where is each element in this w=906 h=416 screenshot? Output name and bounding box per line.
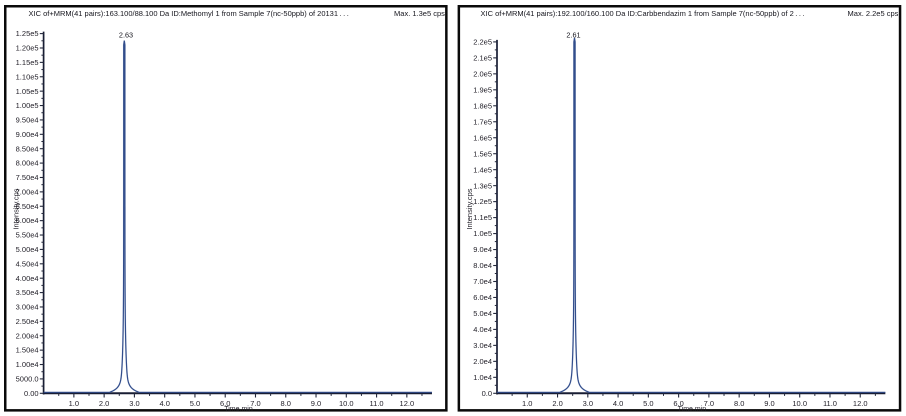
svg-text:7.0e4: 7.0e4 (473, 277, 492, 286)
svg-text:1.00e4: 1.00e4 (16, 360, 39, 369)
svg-text:1.20e5: 1.20e5 (16, 44, 39, 53)
svg-text:2.50e4: 2.50e4 (16, 317, 39, 326)
svg-text:1.3e5: 1.3e5 (473, 181, 492, 190)
svg-text:2.63: 2.63 (119, 31, 133, 40)
svg-text:6.0: 6.0 (673, 399, 683, 408)
svg-text:9.00e4: 9.00e4 (16, 130, 39, 139)
svg-text:1.2e5: 1.2e5 (473, 197, 492, 206)
svg-text:5000.0: 5000.0 (16, 375, 39, 384)
svg-text:Max. 1.3e5 cps.: Max. 1.3e5 cps. (394, 9, 447, 18)
svg-text:Time.min: Time.min (224, 406, 253, 413)
svg-text:XIC of+MRM(41 pairs):192.100/1: XIC of+MRM(41 pairs):192.100/160.100 Da … (481, 9, 805, 18)
svg-text:Intensity.cps: Intensity.cps (12, 188, 21, 229)
svg-text:1.0e5: 1.0e5 (473, 229, 492, 238)
svg-text:4.00e4: 4.00e4 (16, 274, 39, 283)
svg-text:3.0: 3.0 (129, 399, 139, 408)
svg-text:2.0: 2.0 (99, 399, 109, 408)
svg-text:1.25e5: 1.25e5 (16, 29, 39, 38)
svg-text:3.00e4: 3.00e4 (16, 303, 39, 312)
svg-text:4.50e4: 4.50e4 (16, 259, 39, 268)
svg-text:2.0e5: 2.0e5 (473, 69, 492, 78)
svg-text:1.10e5: 1.10e5 (16, 72, 39, 81)
svg-text:2.61: 2.61 (566, 31, 580, 40)
svg-text:7.00e4: 7.00e4 (16, 187, 39, 196)
svg-text:5.50e4: 5.50e4 (16, 231, 39, 240)
svg-text:1.4e5: 1.4e5 (473, 165, 492, 174)
svg-text:1.7e5: 1.7e5 (473, 117, 492, 126)
svg-text:8.0: 8.0 (281, 399, 291, 408)
svg-text:11.0: 11.0 (370, 399, 384, 408)
svg-text:9.0: 9.0 (764, 399, 774, 408)
svg-text:2.0e4: 2.0e4 (473, 357, 492, 366)
svg-text:1.00e5: 1.00e5 (16, 101, 39, 110)
svg-text:1.1e5: 1.1e5 (473, 213, 492, 222)
svg-text:10.0: 10.0 (792, 399, 807, 408)
svg-text:3.0e4: 3.0e4 (473, 341, 492, 350)
svg-text:3.50e4: 3.50e4 (16, 288, 39, 297)
svg-text:2.1e5: 2.1e5 (473, 53, 492, 62)
svg-text:9.0: 9.0 (311, 399, 321, 408)
svg-text:5.00e4: 5.00e4 (16, 245, 39, 254)
svg-text:Intensity.cps: Intensity.cps (465, 188, 474, 229)
svg-text:2.0: 2.0 (552, 399, 562, 408)
svg-text:2.00e4: 2.00e4 (16, 331, 39, 340)
svg-text:12.0: 12.0 (853, 399, 868, 408)
svg-text:0.00: 0.00 (24, 389, 39, 398)
svg-text:1.8e5: 1.8e5 (473, 101, 492, 110)
svg-text:6.0: 6.0 (220, 399, 230, 408)
svg-text:1.0: 1.0 (69, 399, 79, 408)
svg-text:8.0e4: 8.0e4 (473, 261, 492, 270)
svg-text:5.0e4: 5.0e4 (473, 309, 492, 318)
svg-text:9.0e4: 9.0e4 (473, 245, 492, 254)
svg-text:6.50e4: 6.50e4 (16, 202, 39, 211)
svg-text:3.0: 3.0 (583, 399, 593, 408)
svg-text:Time.min: Time.min (678, 406, 707, 413)
svg-text:1.50e4: 1.50e4 (16, 346, 39, 355)
svg-text:1.0: 1.0 (522, 399, 532, 408)
svg-text:4.0: 4.0 (159, 399, 169, 408)
svg-text:8.00e4: 8.00e4 (16, 159, 39, 168)
svg-text:4.0: 4.0 (613, 399, 623, 408)
svg-text:1.5e5: 1.5e5 (473, 149, 492, 158)
svg-text:8.0: 8.0 (734, 399, 744, 408)
svg-text:4.0e4: 4.0e4 (473, 325, 492, 334)
svg-text:2.2e5: 2.2e5 (473, 38, 492, 47)
svg-text:1.9e5: 1.9e5 (473, 85, 492, 94)
svg-text:7.50e4: 7.50e4 (16, 173, 39, 182)
svg-text:5.0: 5.0 (190, 399, 200, 408)
svg-text:0.0: 0.0 (482, 389, 492, 398)
svg-text:1.0e4: 1.0e4 (473, 373, 492, 382)
svg-text:6.00e4: 6.00e4 (16, 216, 39, 225)
svg-text:7.0: 7.0 (250, 399, 260, 408)
svg-text:1.05e5: 1.05e5 (16, 87, 39, 96)
svg-text:XIC of+MRM(41 pairs):163.100/8: XIC of+MRM(41 pairs):163.100/88.100 Da I… (29, 9, 349, 18)
svg-text:10.0: 10.0 (339, 399, 354, 408)
svg-text:6.0e4: 6.0e4 (473, 293, 492, 302)
svg-text:7.0: 7.0 (704, 399, 714, 408)
svg-text:8.50e4: 8.50e4 (16, 144, 39, 153)
svg-text:5.0: 5.0 (643, 399, 653, 408)
svg-text:12.0: 12.0 (400, 399, 415, 408)
svg-text:9.50e4: 9.50e4 (16, 116, 39, 125)
svg-text:Max. 2.2e5 cps.: Max. 2.2e5 cps. (848, 9, 901, 18)
svg-text:1.15e5: 1.15e5 (16, 58, 39, 67)
svg-text:11.0: 11.0 (823, 399, 837, 408)
svg-text:1.6e5: 1.6e5 (473, 133, 492, 142)
